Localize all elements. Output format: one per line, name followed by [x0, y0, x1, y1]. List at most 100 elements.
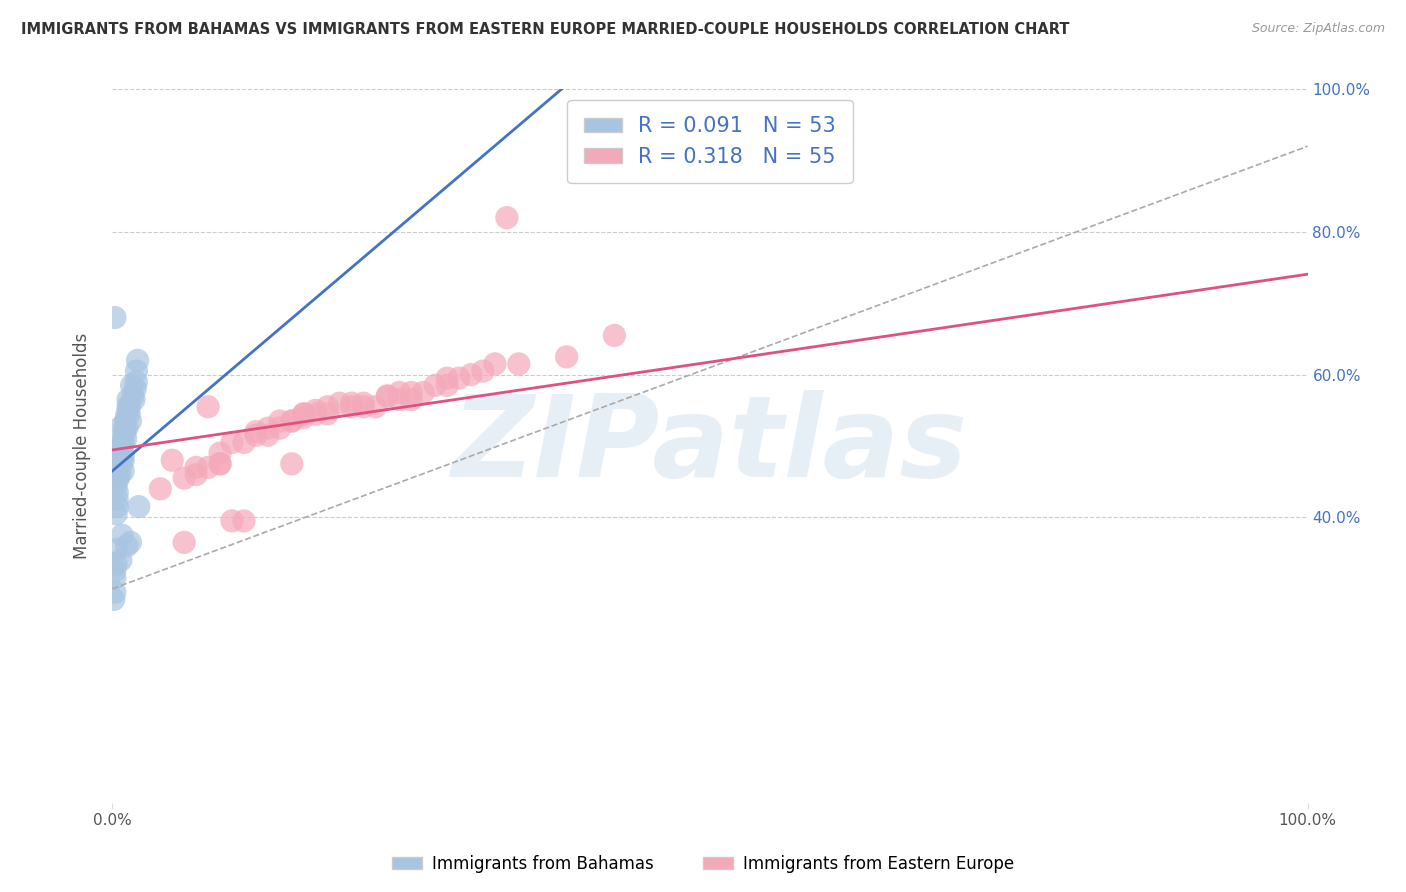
Point — [110, 457, 132, 471]
Point — [281, 457, 304, 471]
Point — [104, 471, 127, 485]
Point — [496, 211, 519, 225]
Legend: Immigrants from Bahamas, Immigrants from Eastern Europe: Immigrants from Bahamas, Immigrants from… — [385, 848, 1021, 880]
Point — [128, 500, 150, 514]
Text: ZIPatlas: ZIPatlas — [451, 391, 969, 501]
Point — [104, 564, 127, 578]
Point — [108, 421, 131, 435]
Point — [412, 385, 434, 400]
Point — [555, 350, 578, 364]
Point — [460, 368, 482, 382]
Point — [118, 407, 141, 421]
Point — [110, 453, 132, 467]
Point — [257, 421, 280, 435]
Point — [108, 457, 131, 471]
Point — [114, 421, 135, 435]
Point — [124, 382, 146, 396]
Point — [114, 414, 136, 428]
Point — [112, 464, 135, 478]
Point — [401, 392, 423, 407]
Point — [104, 310, 127, 325]
Point — [316, 407, 339, 421]
Point — [186, 460, 208, 475]
Point — [209, 457, 232, 471]
Point — [117, 392, 139, 407]
Point — [173, 471, 195, 485]
Point — [105, 500, 128, 514]
Point — [107, 439, 129, 453]
Point — [233, 435, 256, 450]
Point — [117, 400, 139, 414]
Point — [114, 425, 135, 439]
Point — [209, 457, 232, 471]
Point — [209, 446, 232, 460]
Point — [112, 446, 135, 460]
Point — [103, 592, 125, 607]
Point — [111, 450, 134, 464]
Point — [118, 400, 141, 414]
Point — [245, 425, 267, 439]
Point — [292, 410, 315, 425]
Point — [388, 392, 411, 407]
Point — [115, 539, 138, 553]
Point — [269, 421, 291, 435]
Point — [108, 457, 131, 471]
Point — [149, 482, 172, 496]
Point — [292, 407, 315, 421]
Point — [120, 414, 142, 428]
Point — [316, 400, 339, 414]
Point — [105, 492, 128, 507]
Point — [127, 353, 149, 368]
Point — [221, 435, 243, 450]
Point — [352, 396, 374, 410]
Point — [173, 535, 195, 549]
Point — [221, 514, 243, 528]
Point — [305, 403, 328, 417]
Point — [377, 389, 399, 403]
Point — [111, 439, 134, 453]
Point — [401, 385, 423, 400]
Point — [114, 414, 136, 428]
Point — [472, 364, 495, 378]
Text: IMMIGRANTS FROM BAHAMAS VS IMMIGRANTS FROM EASTERN EUROPE MARRIED-COUPLE HOUSEHO: IMMIGRANTS FROM BAHAMAS VS IMMIGRANTS FR… — [21, 22, 1070, 37]
Point — [603, 328, 626, 343]
Point — [104, 585, 127, 599]
Point — [425, 378, 447, 392]
Point — [484, 357, 506, 371]
Text: Source: ZipAtlas.com: Source: ZipAtlas.com — [1251, 22, 1385, 36]
Point — [115, 407, 138, 421]
Y-axis label: Married-couple Households: Married-couple Households — [73, 333, 91, 559]
Point — [281, 414, 304, 428]
Point — [112, 435, 135, 450]
Point — [197, 400, 219, 414]
Point — [377, 389, 399, 403]
Point — [281, 414, 304, 428]
Point — [112, 453, 135, 467]
Point — [292, 407, 315, 421]
Point — [186, 467, 208, 482]
Point — [125, 364, 148, 378]
Point — [108, 467, 131, 482]
Point — [121, 378, 143, 392]
Point — [352, 400, 374, 414]
Point — [111, 528, 134, 542]
Point — [340, 396, 363, 410]
Point — [162, 453, 183, 467]
Point — [104, 571, 127, 585]
Point — [508, 357, 530, 371]
Point — [110, 553, 132, 567]
Point — [436, 378, 458, 392]
Point — [388, 385, 411, 400]
Point — [114, 432, 136, 446]
Point — [120, 535, 142, 549]
Point — [105, 485, 128, 500]
Point — [115, 421, 138, 435]
Point — [105, 557, 128, 571]
Point — [364, 400, 387, 414]
Point — [105, 478, 128, 492]
Point — [111, 439, 134, 453]
Point — [197, 460, 219, 475]
Point — [121, 389, 143, 403]
Point — [107, 471, 129, 485]
Point — [269, 414, 291, 428]
